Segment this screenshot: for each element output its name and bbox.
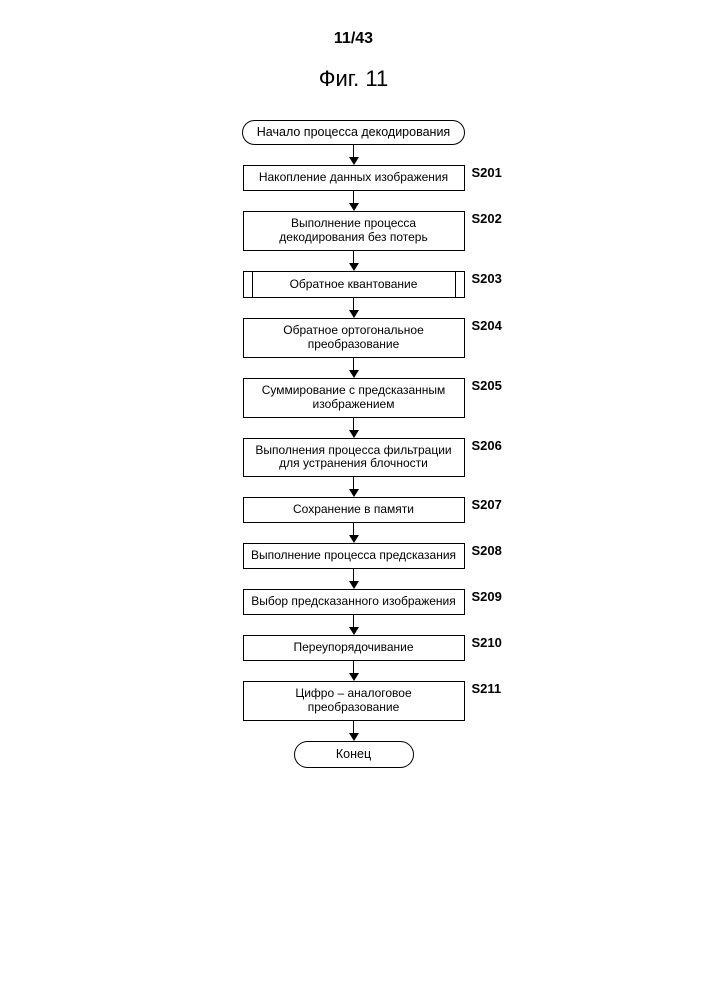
process-box: Сохранение в памяти [243, 497, 465, 523]
process-box: Суммирование с предсказанным изображение… [243, 378, 465, 418]
subprocess-right-bar [455, 272, 464, 298]
process-box: Обратное ортогональное преобразование [243, 318, 465, 358]
arrow-icon [349, 615, 359, 635]
process-box: Переупорядочивание [243, 635, 465, 661]
step-label: S204 [472, 318, 502, 333]
subprocess-text: Обратное квантование [253, 272, 455, 298]
flowchart: Начало процесса декодирования Накопление… [0, 120, 707, 768]
step-label: S203 [472, 271, 502, 286]
step-label: S207 [472, 497, 502, 512]
step-row: Выбор предсказанного изображения S209 [0, 589, 707, 615]
process-box: Накопление данных изображения [243, 165, 465, 191]
step-row: Обратное ортогональное преобразование S2… [0, 318, 707, 358]
subprocess-left-bar [244, 272, 253, 298]
arrow-icon [349, 145, 359, 165]
step-row: Сохранение в памяти S207 [0, 497, 707, 523]
page-number: 11/43 [0, 30, 707, 48]
end-terminator-row: Конец [0, 741, 707, 768]
arrow-icon [349, 418, 359, 438]
step-label: S208 [472, 543, 502, 558]
step-label: S202 [472, 211, 502, 226]
step-row: Выполнение процесса предсказания S208 [0, 543, 707, 569]
step-label: S206 [472, 438, 502, 453]
arrow-icon [349, 358, 359, 378]
start-terminator: Начало процесса декодирования [242, 120, 465, 145]
process-box: Выполнение процесса декодирования без по… [243, 211, 465, 251]
step-label: S209 [472, 589, 502, 604]
start-terminator-row: Начало процесса декодирования [0, 120, 707, 145]
step-row: Суммирование с предсказанным изображение… [0, 378, 707, 418]
arrow-icon [349, 477, 359, 497]
page: 11/43 Фиг. 11 Начало процесса декодирова… [0, 0, 707, 1000]
arrow-icon [349, 298, 359, 318]
subprocess-box: Обратное квантование [243, 271, 465, 299]
end-terminator: Конец [294, 741, 414, 768]
step-row: Накопление данных изображения S201 [0, 165, 707, 191]
process-box: Выбор предсказанного изображения [243, 589, 465, 615]
arrow-icon [349, 661, 359, 681]
arrow-icon [349, 721, 359, 741]
step-label: S205 [472, 378, 502, 393]
arrow-icon [349, 523, 359, 543]
step-row: Обратное квантование S203 [0, 271, 707, 299]
figure-title: Фиг. 11 [0, 66, 707, 92]
step-row: Выполнение процесса декодирования без по… [0, 211, 707, 251]
step-label: S201 [472, 165, 502, 180]
step-row: Выполнения процесса фильтрации для устра… [0, 438, 707, 478]
step-label: S211 [472, 681, 502, 696]
process-box: Выполнения процесса фильтрации для устра… [243, 438, 465, 478]
process-box: Цифро – аналоговое преобразование [243, 681, 465, 721]
arrow-icon [349, 191, 359, 211]
arrow-icon [349, 569, 359, 589]
step-row: Переупорядочивание S210 [0, 635, 707, 661]
process-box: Выполнение процесса предсказания [243, 543, 465, 569]
arrow-icon [349, 251, 359, 271]
step-row: Цифро – аналоговое преобразование S211 [0, 681, 707, 721]
step-label: S210 [472, 635, 502, 650]
